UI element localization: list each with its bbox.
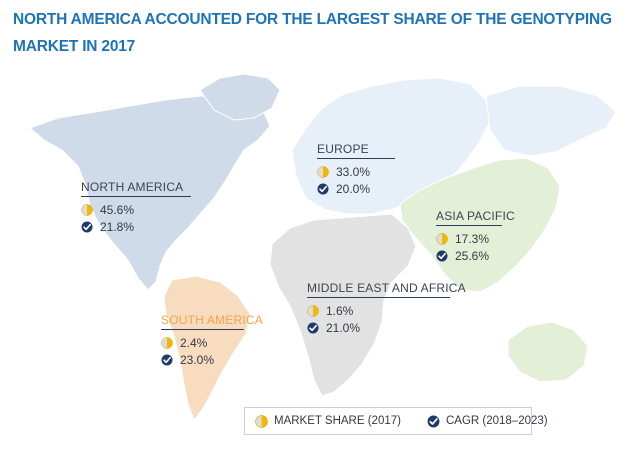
cagr-row: 23.0%: [161, 351, 244, 368]
legend-label: MARKET SHARE (2017): [274, 415, 401, 427]
region-north-america: NORTH AMERICA 45.6% 21.8%: [81, 180, 191, 235]
region-asia-pacific: ASIA PACIFIC 17.3% 25.6%: [436, 209, 515, 264]
region-underline: [161, 329, 244, 330]
oceania-landmass: [507, 321, 589, 383]
south-america-landmass: [163, 275, 251, 421]
map-legend: MARKET SHARE (2017) CAGR (2018–2023): [244, 407, 548, 435]
map-title: NORTH AMERICA ACCOUNTED FOR THE LARGEST …: [13, 11, 612, 55]
region-underline: [81, 196, 191, 197]
market-share-row: 33.0%: [317, 163, 395, 180]
region-name: ASIA PACIFIC: [436, 209, 515, 223]
region-middle-east-africa: MIDDLE EAST AND AFRICA 1.6% 21.0%: [307, 281, 466, 336]
region-name: MIDDLE EAST AND AFRICA: [307, 281, 466, 295]
region-underline: [436, 225, 502, 226]
market-share-value: 1.6%: [326, 303, 354, 318]
market-share-value: 17.3%: [455, 231, 490, 246]
cagr-value: 20.0%: [336, 181, 371, 196]
cagr-row: 20.0%: [317, 180, 395, 197]
check-mark-icon: [436, 250, 448, 262]
check-mark-icon: [317, 183, 329, 195]
greenland-landmass: [199, 73, 281, 121]
market-share-row: 45.6%: [81, 201, 191, 218]
check-mark-icon: [161, 354, 173, 366]
cagr-row: 25.6%: [436, 247, 502, 264]
market-share-value: 2.4%: [180, 335, 208, 350]
legend-label: CAGR (2018–2023): [445, 415, 548, 427]
cagr-value: 21.8%: [100, 219, 135, 234]
legend-item-market-share: MARKET SHARE (2017): [255, 414, 401, 428]
pie-chart-icon: [307, 304, 319, 317]
market-share-value: 45.6%: [100, 202, 135, 217]
cagr-row: 21.0%: [307, 319, 450, 336]
pie-chart-icon: [436, 232, 448, 245]
pie-chart-icon: [161, 336, 173, 349]
market-share-value: 33.0%: [336, 164, 371, 179]
region-south-america: SOUTH AMERICA 2.4% 23.0%: [161, 313, 263, 368]
region-underline: [307, 297, 450, 298]
pie-chart-icon: [255, 414, 268, 428]
check-mark-icon: [81, 221, 93, 233]
region-underline: [317, 158, 395, 159]
cagr-value: 25.6%: [455, 248, 490, 263]
region-europe: EUROPE 33.0% 20.0%: [317, 142, 395, 197]
region-name: EUROPE: [317, 142, 369, 156]
region-name: SOUTH AMERICA: [161, 313, 263, 327]
pie-chart-icon: [81, 203, 93, 216]
market-share-row: 2.4%: [161, 334, 244, 351]
middle-east-africa-landmass: [269, 213, 417, 397]
check-mark-icon: [427, 415, 440, 428]
pie-chart-icon: [317, 165, 329, 178]
market-share-row: 17.3%: [436, 230, 502, 247]
check-mark-icon: [307, 322, 319, 334]
cagr-row: 21.8%: [81, 218, 191, 235]
legend-item-cagr: CAGR (2018–2023): [427, 415, 548, 428]
cagr-value: 23.0%: [180, 352, 215, 367]
cagr-value: 21.0%: [326, 320, 361, 335]
russia-east-landmass: [485, 85, 617, 157]
region-name: NORTH AMERICA: [81, 180, 184, 194]
market-share-row: 1.6%: [307, 302, 450, 319]
